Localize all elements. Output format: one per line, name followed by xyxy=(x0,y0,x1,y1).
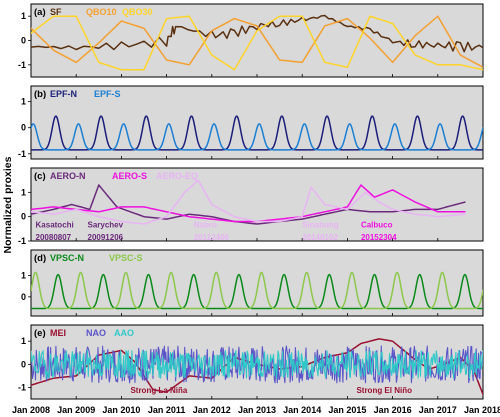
y-tick-label: 0 xyxy=(21,36,26,46)
panel-tag: (c) xyxy=(34,171,46,182)
x-axis: Jan 2008 Jan 2009 Jan 2010 Jan 2011 Jan 2012… xyxy=(12,405,500,415)
y-tick-label: 1 xyxy=(21,97,26,107)
panel-a: -1 0 1 (a) SF QBO10 QBO30 xyxy=(18,3,484,78)
x-tick-label: Jan 2015 xyxy=(328,405,366,415)
annotation: 20080807 xyxy=(36,233,72,242)
legend-aao: AAO xyxy=(114,328,134,338)
legend-vpsc-n: VPSC-N xyxy=(50,253,84,263)
x-tick-label: Jan 2009 xyxy=(57,405,95,415)
panel-tag: (b) xyxy=(34,89,46,100)
panel-background xyxy=(30,249,484,317)
annotation: Sinabung xyxy=(302,221,339,230)
legend-aero-s: AERO-S xyxy=(112,171,147,181)
y-tick-label: 1 xyxy=(21,187,26,197)
y-tick-label: -1 xyxy=(18,236,26,246)
legend-nao: NAO xyxy=(86,328,106,338)
panel-d: 0 1 (d) VPSC-N VPSC-S xyxy=(21,249,484,317)
annotation: Sarychev xyxy=(88,221,124,230)
series-epf-s-line xyxy=(31,123,483,151)
panel-tag: (d) xyxy=(34,253,46,264)
legend-aero-eq: AERO-EQ xyxy=(156,171,198,181)
y-tick-label: 0 xyxy=(21,292,26,302)
y-tick-label: 0 xyxy=(21,123,26,133)
series-group xyxy=(31,115,483,151)
series-group xyxy=(31,14,483,71)
series-aao-line xyxy=(31,349,483,379)
annotation: Kasatochi xyxy=(36,221,74,230)
y-tick-label: 1 xyxy=(21,11,26,21)
legend-epf-n: EPF-N xyxy=(50,89,77,99)
x-tick-label: Jan 2016 xyxy=(374,405,412,415)
annotation: 20091206 xyxy=(88,233,124,242)
annotation: Strong La Niña xyxy=(130,386,187,395)
panels: -1 0 1 (a) SF QBO10 QBO30 -1 0 1 (b) EPF-N EPF-S -1 0 1… xyxy=(18,3,484,400)
y-tick-label: 1 xyxy=(21,336,26,346)
series-vpsc-s-line xyxy=(31,271,483,310)
annotation: Strong El Niño xyxy=(356,386,412,395)
annotation: Calbuco xyxy=(361,221,393,230)
x-tick-label: Jan 2012 xyxy=(193,405,231,415)
panel-tag: (e) xyxy=(34,328,46,339)
x-tick-label: Jan 2018 xyxy=(464,405,500,415)
annotation: 20152304 xyxy=(361,233,397,242)
y-axis-label: Normalized proxies xyxy=(2,156,14,253)
x-tick-label: Jan 2013 xyxy=(238,405,276,415)
legend-epf-s: EPF-S xyxy=(94,89,121,99)
y-tick-label: -1 xyxy=(18,60,26,70)
series-group xyxy=(31,338,483,396)
series-group xyxy=(31,271,483,310)
panel-tag: (a) xyxy=(34,7,46,18)
panel-e: -1 0 1 (e) MEI NAO AAO Strong La Niña Strong El … xyxy=(18,324,484,400)
legend-mei: MEI xyxy=(50,328,66,338)
y-tick-label: -1 xyxy=(18,382,26,392)
y-tick-label: -1 xyxy=(18,149,26,159)
panel-b: -1 0 1 (b) EPF-N EPF-S xyxy=(18,85,484,160)
x-tick-label: Jan 2017 xyxy=(419,405,457,415)
legend-aero-n: AERO-N xyxy=(50,171,86,181)
legend-qbo10: QBO10 xyxy=(86,7,117,17)
panel-c: -1 0 1 (c) AERO-N AERO-S AERO-EQ Kasatochi 20080… xyxy=(18,167,484,246)
x-tick-label: Jan 2011 xyxy=(148,405,186,415)
y-tick-label: 1 xyxy=(21,271,26,281)
y-tick-label: 0 xyxy=(21,212,26,222)
series-aero-eq-line xyxy=(31,179,466,225)
annotation: 20112406 xyxy=(194,233,230,242)
x-tick-label: Jan 2014 xyxy=(283,405,321,415)
annotation: 20140102 xyxy=(302,233,338,242)
legend-qbo30: QBO30 xyxy=(122,7,153,17)
legend-vpsc-s: VPSC-S xyxy=(109,253,143,263)
panel-background xyxy=(30,85,484,160)
x-tick-label: Jan 2010 xyxy=(102,405,140,415)
series-epf-n-line xyxy=(31,115,483,151)
series-group xyxy=(31,179,466,225)
panel-background xyxy=(30,167,484,242)
series-qbo30-line xyxy=(31,15,483,71)
annotation: Nabro xyxy=(194,221,217,230)
legend-sf: SF xyxy=(50,7,62,17)
y-tick-label: 0 xyxy=(21,359,26,369)
x-tick-label: Jan 2008 xyxy=(12,405,50,415)
